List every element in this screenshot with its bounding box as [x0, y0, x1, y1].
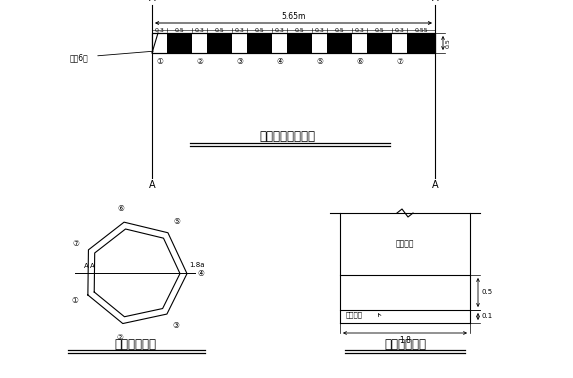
- Text: ①: ①: [156, 57, 163, 67]
- Text: A: A: [84, 263, 89, 269]
- Text: 0.3: 0.3: [235, 28, 245, 33]
- Text: 0.55: 0.55: [414, 28, 428, 33]
- Text: 钢护筒俯视图: 钢护筒俯视图: [114, 338, 156, 350]
- Text: A: A: [90, 263, 95, 269]
- Text: 0.3: 0.3: [315, 28, 325, 33]
- Text: 0.5: 0.5: [175, 28, 185, 33]
- Text: A: A: [431, 0, 438, 3]
- Text: 5.65m: 5.65m: [281, 12, 305, 21]
- Text: 开孔区域: 开孔区域: [396, 240, 414, 248]
- Text: ⑥: ⑥: [117, 204, 124, 213]
- Text: 0.5: 0.5: [335, 28, 345, 33]
- Text: A: A: [431, 180, 438, 190]
- Text: ⑥: ⑥: [356, 57, 363, 67]
- Bar: [327, 33, 352, 53]
- Text: 钢护筒开孔示意图: 钢护筒开孔示意图: [259, 130, 315, 144]
- Text: ③: ③: [236, 57, 243, 67]
- Text: 1.8a: 1.8a: [189, 262, 205, 268]
- Text: 0.3: 0.3: [195, 28, 205, 33]
- Bar: [287, 33, 312, 53]
- Text: 0.3: 0.3: [155, 28, 164, 33]
- Text: 0.5: 0.5: [255, 28, 265, 33]
- Bar: [367, 33, 393, 53]
- Text: 0.5: 0.5: [215, 28, 225, 33]
- Text: A: A: [148, 180, 155, 190]
- Text: ②: ②: [116, 333, 123, 342]
- Bar: [152, 33, 435, 53]
- Text: 0.1: 0.1: [481, 313, 492, 319]
- Text: ③: ③: [172, 321, 179, 330]
- Text: 开孔6套: 开孔6套: [70, 54, 89, 62]
- Text: 0.5: 0.5: [481, 290, 492, 296]
- Text: 0.5: 0.5: [446, 38, 451, 48]
- Text: ⑤: ⑤: [316, 57, 323, 67]
- Bar: [167, 33, 192, 53]
- Text: ⑦: ⑦: [397, 57, 403, 67]
- Text: ⑦: ⑦: [72, 239, 79, 248]
- Text: ⑤: ⑤: [174, 217, 180, 226]
- Text: 1.8: 1.8: [399, 336, 411, 345]
- Text: 0.3: 0.3: [355, 28, 365, 33]
- Bar: [247, 33, 272, 53]
- Text: A: A: [148, 0, 155, 3]
- Text: ④: ④: [198, 269, 205, 278]
- Text: 0.3: 0.3: [395, 28, 405, 33]
- Text: ①: ①: [72, 296, 79, 305]
- Text: 0.5: 0.5: [375, 28, 385, 33]
- Text: 钢护筒侧视图: 钢护筒侧视图: [384, 338, 426, 350]
- Bar: [207, 33, 232, 53]
- Text: 0.5: 0.5: [295, 28, 305, 33]
- Bar: [407, 33, 435, 53]
- Text: ④: ④: [276, 57, 283, 67]
- Text: ②: ②: [196, 57, 203, 67]
- Text: 0.3: 0.3: [275, 28, 285, 33]
- Bar: [152, 33, 435, 53]
- Text: 钢护筒底: 钢护筒底: [346, 311, 363, 318]
